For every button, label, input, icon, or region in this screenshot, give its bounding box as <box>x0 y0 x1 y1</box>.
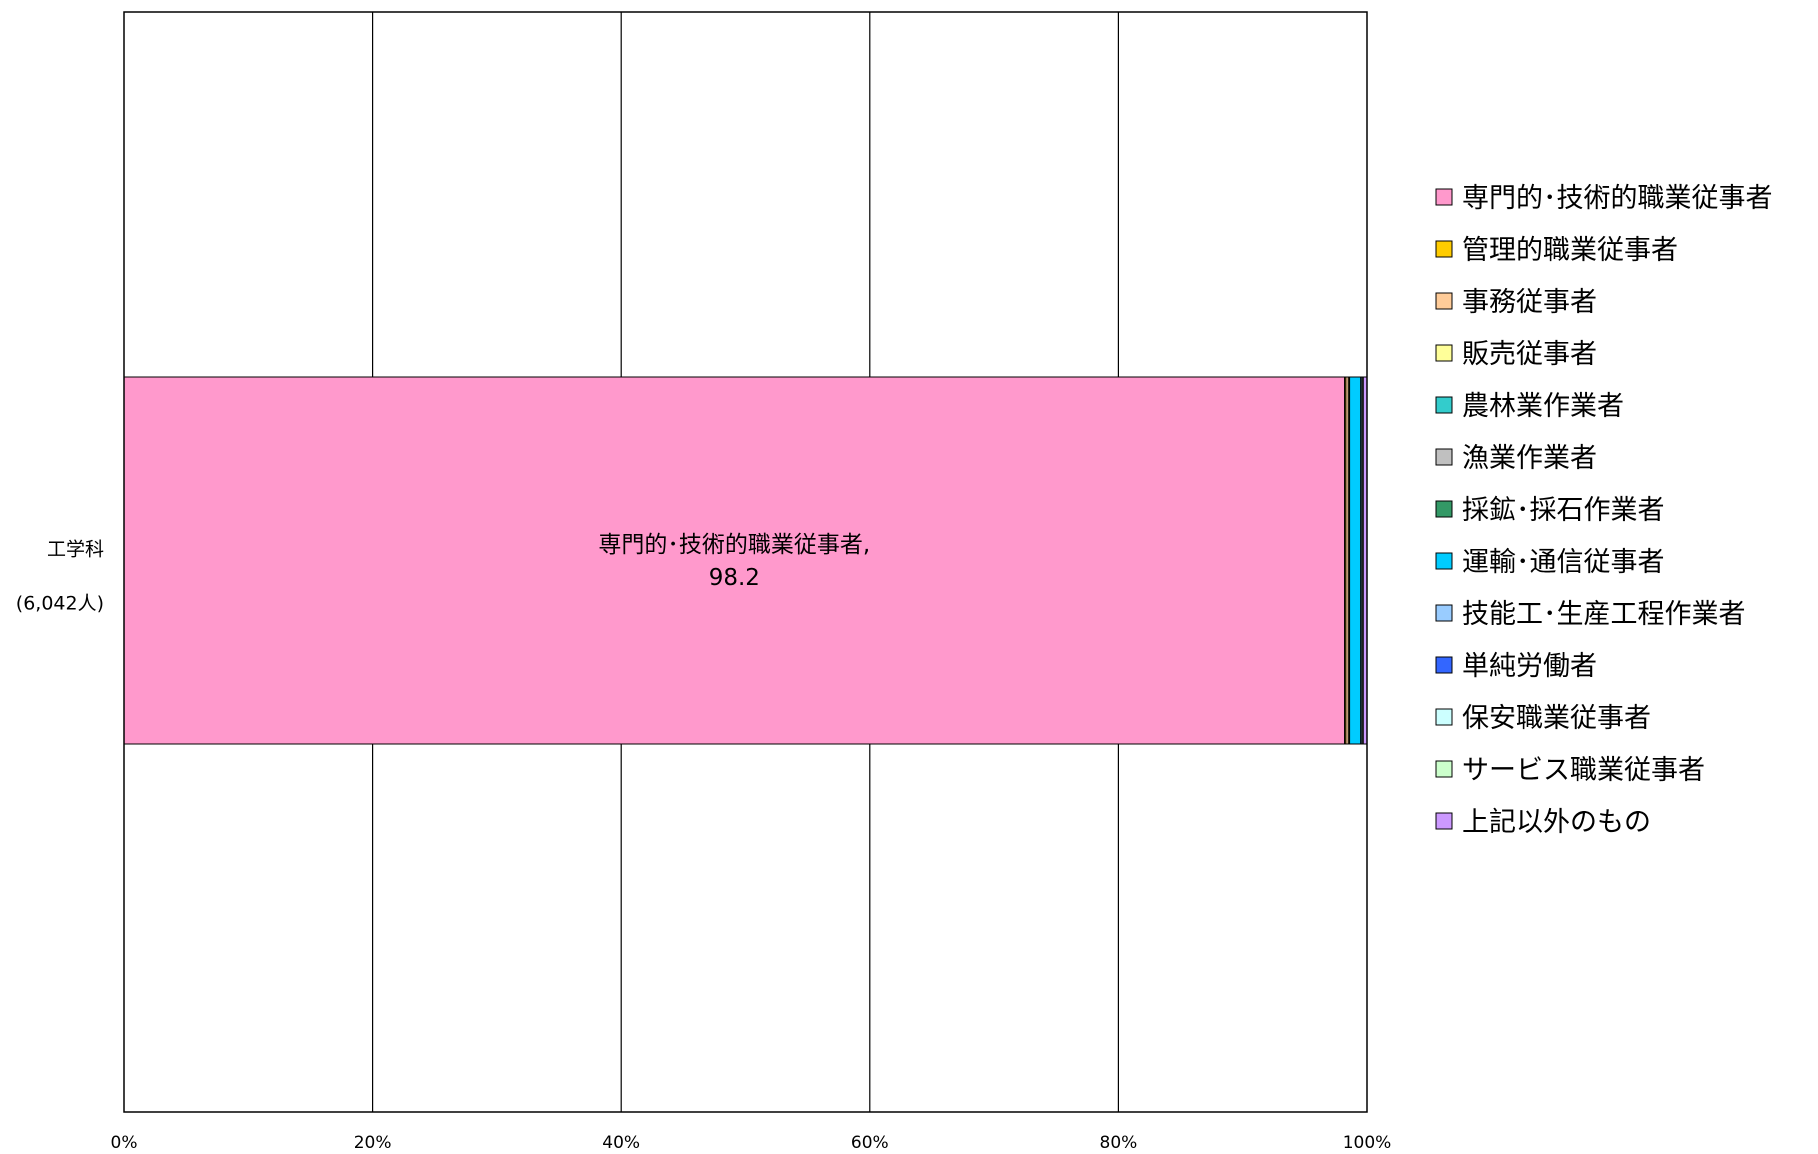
legend-label: 事務従事者 <box>1462 287 1597 318</box>
data-labels: 専門的･技術的職業従事者, 98.2 <box>598 532 870 591</box>
legend-label: 管理的職業従事者 <box>1462 235 1678 266</box>
legend-label: 農林業作業者 <box>1462 391 1624 422</box>
legend-label: 採鉱･採石作業者 <box>1462 495 1665 526</box>
legend-swatch <box>1435 344 1453 362</box>
legend-swatch <box>1435 656 1453 674</box>
y-axis-category: 工学科 (6,042人) <box>16 539 104 615</box>
legend-swatch <box>1435 604 1453 622</box>
legend-label: 漁業作業者 <box>1462 443 1597 474</box>
legend: 専門的･技術的職業従事者管理的職業従事者事務従事者販売従事者農林業作業者漁業作業… <box>1435 183 1773 838</box>
legend-swatch <box>1435 760 1453 778</box>
legend-swatch <box>1435 812 1453 830</box>
legend-swatch <box>1435 448 1453 466</box>
x-tick-label: 80% <box>1100 1133 1138 1153</box>
x-tick-label: 0% <box>111 1133 138 1153</box>
bar-stack <box>123 376 1368 745</box>
legend-label: サービス職業従事者 <box>1462 755 1705 786</box>
legend-label: 運輸･通信従事者 <box>1462 547 1665 578</box>
legend-label: 保安職業従事者 <box>1462 703 1651 734</box>
x-tick-label: 60% <box>851 1133 889 1153</box>
bar-segment <box>123 376 1346 745</box>
legend-swatch <box>1435 708 1453 726</box>
legend-swatch <box>1435 292 1453 310</box>
legend-swatch <box>1435 500 1453 518</box>
x-tick-label: 40% <box>602 1133 640 1153</box>
legend-label: 上記以外のもの <box>1462 807 1651 838</box>
x-tick-label: 100% <box>1343 1133 1392 1153</box>
category-count-label: (6,042人) <box>16 593 104 615</box>
x-axis-ticks: 0% 20% 40% 60% 80% 100% <box>111 1133 1392 1153</box>
data-label: 98.2 <box>709 565 760 591</box>
bar-segment <box>1349 376 1362 745</box>
x-tick-label: 20% <box>354 1133 392 1153</box>
legend-swatch <box>1435 396 1453 414</box>
legend-label: 単純労働者 <box>1462 651 1597 682</box>
legend-swatch <box>1435 240 1453 258</box>
legend-label: 専門的･技術的職業従事者 <box>1462 183 1773 214</box>
legend-label: 販売従事者 <box>1462 339 1597 370</box>
plot-area-border <box>123 11 1368 1113</box>
legend-swatch <box>1435 552 1453 570</box>
legend-swatch <box>1435 188 1453 206</box>
legend-label: 技能工･生産工程作業者 <box>1462 599 1746 630</box>
category-label: 工学科 <box>47 539 104 561</box>
data-label: 専門的･技術的職業従事者, <box>598 532 870 558</box>
